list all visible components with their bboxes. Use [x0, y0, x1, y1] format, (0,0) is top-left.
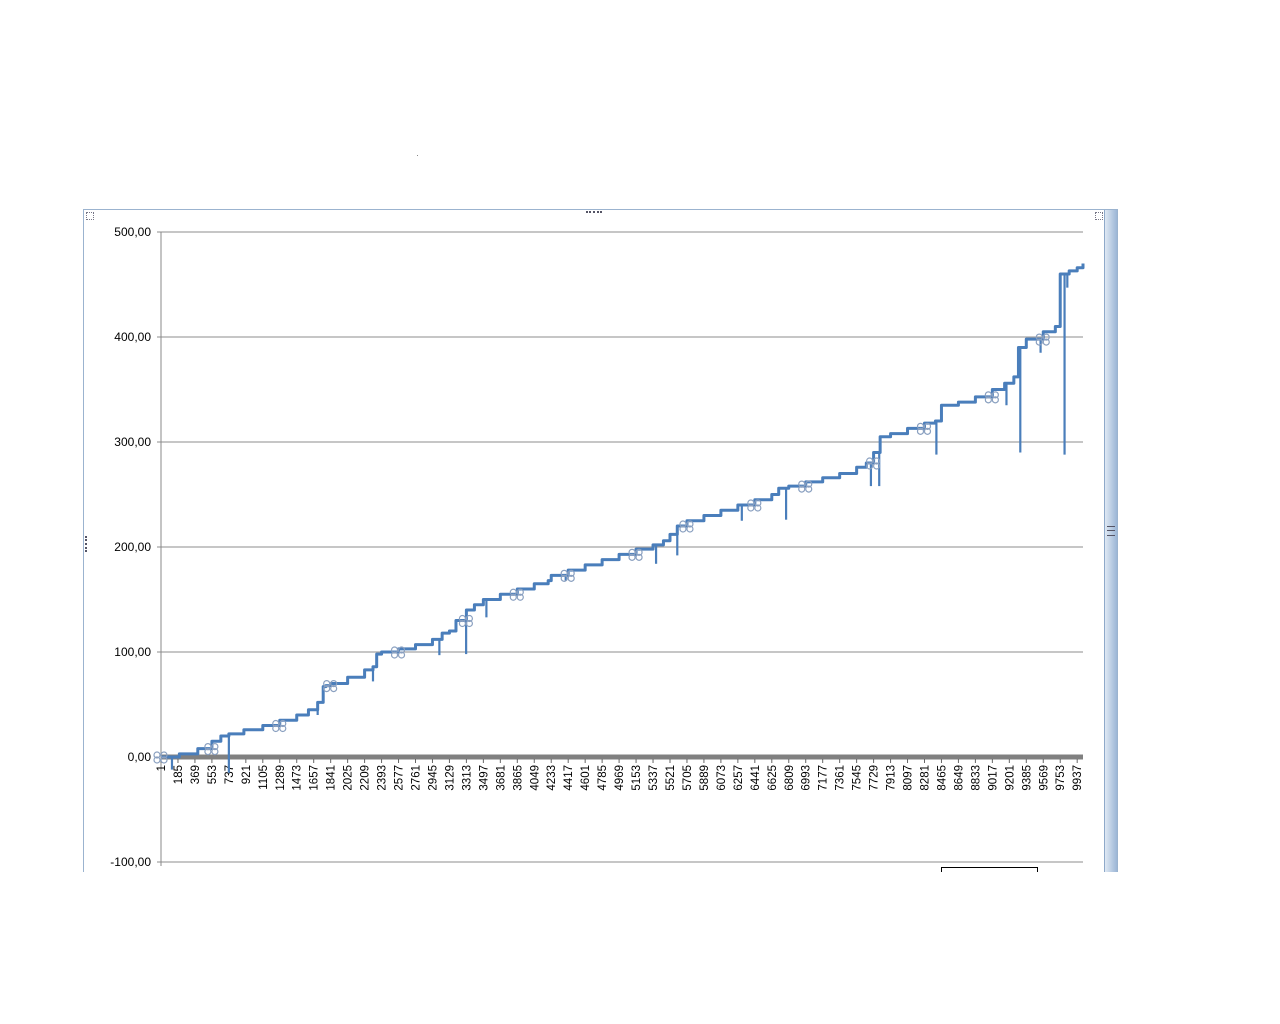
x-tick-label: 553 — [207, 765, 219, 784]
x-tick-label: 9201 — [1004, 765, 1016, 791]
data-marker — [323, 680, 338, 693]
x-tick-label: 4049 — [529, 765, 541, 791]
x-tick-label: 5153 — [631, 765, 643, 791]
marker-group — [153, 333, 1050, 764]
x-tick-label: 4233 — [546, 765, 558, 791]
x-tick-label: 1473 — [292, 765, 304, 791]
x-tick-label: 2945 — [427, 765, 439, 791]
x-tick-label: 3681 — [495, 765, 507, 791]
x-tick-label: 921 — [241, 765, 253, 784]
x-tick-label: 7913 — [886, 765, 898, 791]
data-marker — [798, 480, 813, 493]
y-tick-label: 200,00 — [114, 540, 151, 554]
line-chart: -100,00 0,00 100,00 200,00 300,00 400,00 500,0… — [110, 225, 1085, 869]
data-marker — [509, 588, 524, 601]
x-tick-label: 8281 — [919, 765, 931, 791]
x-tick-label: 8833 — [970, 765, 982, 791]
x-tick-label: 1841 — [326, 765, 338, 791]
x-tick-label: 8649 — [953, 765, 965, 791]
stray-dot — [417, 155, 418, 156]
x-tick-label: 3313 — [461, 765, 473, 791]
x-tick-label: 1657 — [309, 765, 321, 791]
x-tick-label: 9753 — [1055, 765, 1067, 791]
x-tick-label: 8097 — [903, 765, 915, 791]
resize-handle-left[interactable] — [85, 536, 90, 552]
data-marker — [458, 614, 473, 628]
data-marker — [272, 719, 287, 733]
vertical-scrollbar[interactable] — [1104, 210, 1117, 872]
legend-box[interactable] — [941, 867, 1038, 872]
x-tick-label: 2577 — [394, 765, 406, 791]
data-marker — [560, 569, 575, 582]
x-tick-label: 369 — [190, 765, 202, 784]
data-marker — [916, 422, 932, 435]
x-tick-label: 4601 — [580, 765, 592, 791]
y-tick-label: -100,00 — [110, 855, 151, 869]
data-marker — [628, 548, 643, 561]
x-tick-label: 5705 — [682, 765, 694, 791]
x-tick-label: 3865 — [512, 765, 524, 791]
data-marker — [747, 499, 762, 512]
data-marker — [390, 646, 406, 659]
y-tick-label: 500,00 — [114, 225, 151, 239]
x-tick-label: 4785 — [597, 765, 609, 791]
data-marker — [679, 520, 694, 533]
x-tick-label: 9385 — [1021, 765, 1033, 791]
resize-corner-top-right[interactable] — [1095, 212, 1103, 220]
y-tick-label: 0,00 — [128, 750, 152, 764]
gridlines — [157, 231, 1083, 863]
x-tick-label: 7545 — [852, 765, 864, 791]
x-tick-label: 2393 — [377, 765, 389, 791]
x-tick-label: 7361 — [835, 765, 847, 791]
x-tick-label: 7177 — [818, 765, 830, 791]
y-axis: -100,00 0,00 100,00 200,00 300,00 400,00 500,0… — [110, 225, 162, 869]
x-tick-label: 2025 — [343, 765, 355, 791]
chart-area[interactable]: -100,00 0,00 100,00 200,00 300,00 400,00 500,0… — [83, 209, 1118, 872]
scrollbar-grip-icon[interactable] — [1107, 526, 1115, 536]
series-line-group — [161, 263, 1085, 773]
x-tick-label: 1 — [156, 765, 168, 771]
x-tick-label: 6073 — [716, 765, 728, 791]
x-tick-label: 6257 — [733, 765, 745, 791]
x-tick-label: 1105 — [258, 765, 270, 790]
data-marker — [204, 742, 219, 756]
x-tick-label: 5889 — [699, 765, 711, 791]
x-tick-label: 3497 — [478, 765, 490, 791]
data-marker — [1035, 333, 1050, 346]
resize-handle-top[interactable] — [586, 211, 602, 216]
x-tick-label: 737 — [224, 765, 236, 784]
x-tick-label: 1289 — [275, 765, 287, 791]
x-tick-label: 7729 — [869, 765, 881, 791]
x-tick-label: 6993 — [801, 765, 813, 791]
data-marker — [984, 391, 999, 404]
y-tick-label: 300,00 — [114, 435, 151, 449]
x-tick-label: 2761 — [410, 765, 422, 791]
x-tick-label: 6625 — [767, 765, 779, 791]
x-tick-label: 3129 — [444, 765, 456, 791]
x-tick-label: 6441 — [750, 765, 762, 791]
x-tick-label: 6809 — [784, 765, 796, 791]
data-marker — [865, 457, 881, 470]
x-tick-label: 9017 — [987, 765, 999, 791]
x-tick-label: 9937 — [1072, 765, 1084, 791]
y-tick-label: 100,00 — [114, 645, 151, 659]
series-line — [161, 263, 1085, 759]
x-tick-label: 5521 — [665, 765, 677, 791]
x-tick-label: 9569 — [1038, 765, 1050, 791]
data-marker — [153, 751, 168, 764]
x-tick-label: 2209 — [360, 765, 372, 791]
x-tick-label: 8465 — [936, 765, 948, 791]
x-tick-label: 4969 — [614, 765, 626, 791]
x-tick-label: 4417 — [563, 765, 575, 791]
x-axis: 1 185 369 553 737 921 1105 1289 1473 1657 1841 2025… — [156, 759, 1084, 791]
resize-corner-top-left[interactable] — [86, 212, 94, 220]
y-tick-label: 400,00 — [114, 330, 151, 344]
x-tick-label: 185 — [173, 765, 185, 784]
x-tick-label: 5337 — [648, 765, 660, 791]
